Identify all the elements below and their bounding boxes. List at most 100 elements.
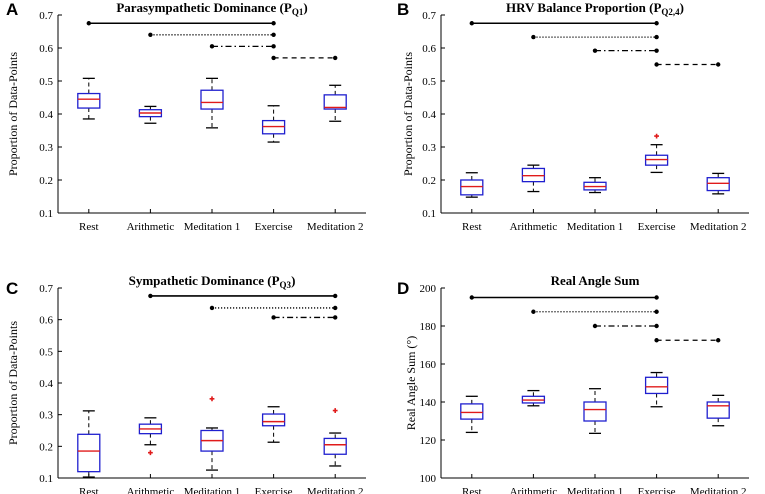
significance-bracket-dashdot xyxy=(271,315,338,320)
x-tick-label: Meditation 2 xyxy=(307,221,364,233)
y-tick-label: 0.6 xyxy=(422,43,436,55)
significance-bracket-dashed xyxy=(271,55,338,61)
panel-c: 0.1 0.2 0.3 0.4 0.5 0.6 0.7 Rest Arithmetic Medit… xyxy=(6,273,366,494)
box-iqr xyxy=(706,401,730,419)
y-tick-label: 100 xyxy=(420,473,437,485)
box-meditation-2 xyxy=(323,408,347,467)
x-tick-label: Arithmetic xyxy=(510,221,558,233)
x-tick-label: Meditation 1 xyxy=(184,486,241,494)
box-arithmetic xyxy=(138,105,163,124)
title-suffix: ) xyxy=(680,0,684,15)
bracket-endpoint xyxy=(86,21,92,26)
x-tick-label: Arithmetic xyxy=(127,221,175,233)
panel-letter: D xyxy=(397,279,409,298)
box-exercise xyxy=(261,105,286,143)
y-tick-label: 0.2 xyxy=(39,441,53,453)
box-iqr xyxy=(460,403,484,420)
bracket-endpoint xyxy=(654,48,659,53)
x-tick-label: Meditation 1 xyxy=(567,221,624,233)
y-tick-label: 0.5 xyxy=(422,76,436,88)
box-iqr xyxy=(583,401,607,422)
y-tick-label: 0.7 xyxy=(39,283,53,295)
y-tick-label: 0.4 xyxy=(39,109,53,121)
y-tick-label: 0.6 xyxy=(39,315,53,327)
title-text: Real Angle Sum xyxy=(551,273,640,288)
box-rest xyxy=(460,395,484,434)
title-subscript: Q3 xyxy=(280,280,292,290)
panel-letter: B xyxy=(397,0,409,19)
y-tick-label: 0.4 xyxy=(422,109,436,121)
panel-a: 0.1 0.2 0.3 0.4 0.5 0.6 0.7 Rest Arithmetic Medit… xyxy=(6,0,366,233)
bracket-endpoint xyxy=(716,62,721,67)
box-exercise xyxy=(261,406,286,443)
box-iqr xyxy=(460,179,484,196)
box-iqr xyxy=(323,437,347,455)
title-subscript: Q2,4 xyxy=(661,7,680,17)
bracket-endpoint xyxy=(716,338,721,343)
box-meditation-2 xyxy=(323,84,347,122)
bracket-endpoint xyxy=(531,309,536,314)
bracket-endpoint xyxy=(469,21,474,26)
y-axis-label: Real Angle Sum (°) xyxy=(404,336,418,430)
x-tick-label: Meditation 1 xyxy=(184,221,241,233)
x-tick-label: Arithmetic xyxy=(127,486,175,494)
x-tick-label: Rest xyxy=(79,486,99,494)
box-meditation-2 xyxy=(706,172,730,195)
title-text: Parasympathetic Dominance ( xyxy=(116,0,284,15)
y-axis-label: Proportion of Data-Points xyxy=(401,52,415,176)
y-tick-label: 0.1 xyxy=(422,208,436,220)
bracket-endpoint xyxy=(148,32,153,37)
bracket-endpoint xyxy=(592,48,598,53)
x-tick-label: Meditation 1 xyxy=(567,486,624,494)
y-axis-label: Proportion of Data-Points xyxy=(6,52,20,176)
y-tick-label: 180 xyxy=(420,321,437,333)
box-meditation-1 xyxy=(200,396,224,471)
y-axis-label: Proportion of Data-Points xyxy=(6,321,20,445)
significance-bracket-solid xyxy=(469,21,659,26)
bracket-endpoint xyxy=(333,315,338,320)
y-tick-label: 0.5 xyxy=(39,76,53,88)
x-tick-label: Exercise xyxy=(255,486,293,494)
significance-bracket-dashed xyxy=(654,338,721,343)
panel-letter: A xyxy=(6,0,18,19)
y-tick-label: 0.2 xyxy=(422,175,436,187)
box-iqr xyxy=(77,92,101,109)
x-tick-label: Rest xyxy=(462,221,482,233)
outlier-marker xyxy=(654,133,659,139)
title-suffix: ) xyxy=(291,273,295,288)
box-arithmetic xyxy=(138,417,163,456)
box-rest xyxy=(77,77,101,120)
bracket-endpoint xyxy=(531,34,536,40)
title-text: HRV Balance Proportion ( xyxy=(506,0,653,15)
bracket-endpoint xyxy=(271,55,276,61)
significance-bracket-solid xyxy=(469,295,659,300)
y-tick-label: 0.6 xyxy=(39,43,53,55)
significance-bracket-dashdot xyxy=(592,48,659,53)
box-arithmetic xyxy=(521,164,546,193)
box-iqr xyxy=(706,177,730,192)
y-tick-label: 0.5 xyxy=(39,346,53,358)
y-tick-label: 0.1 xyxy=(39,208,53,220)
box-iqr xyxy=(261,413,286,427)
bracket-endpoint xyxy=(271,44,276,49)
x-tick-label: Rest xyxy=(79,221,99,233)
box-meditation-1 xyxy=(200,77,224,129)
bracket-endpoint xyxy=(271,315,276,320)
significance-bracket-dashdot xyxy=(209,44,276,49)
x-tick-label: Exercise xyxy=(638,221,676,233)
significance-bracket-dotted xyxy=(209,305,338,311)
panel-title: Real Angle Sum xyxy=(551,273,640,288)
panel-title: Parasympathetic Dominance (PQ1) xyxy=(116,0,307,17)
outlier-marker xyxy=(332,408,338,413)
bracket-endpoint xyxy=(654,21,659,26)
bracket-endpoint xyxy=(271,32,276,37)
bracket-endpoint xyxy=(654,34,659,40)
panel-title: Sympathetic Dominance (PQ3) xyxy=(129,273,296,290)
y-tick-label: 0.1 xyxy=(39,473,53,485)
y-tick-label: 120 xyxy=(420,435,437,447)
y-tick-label: 0.3 xyxy=(422,142,436,154)
outlier-marker xyxy=(148,450,153,456)
x-tick-label: Exercise xyxy=(638,486,676,494)
bracket-endpoint xyxy=(654,295,659,300)
significance-bracket-dashed xyxy=(654,62,721,67)
